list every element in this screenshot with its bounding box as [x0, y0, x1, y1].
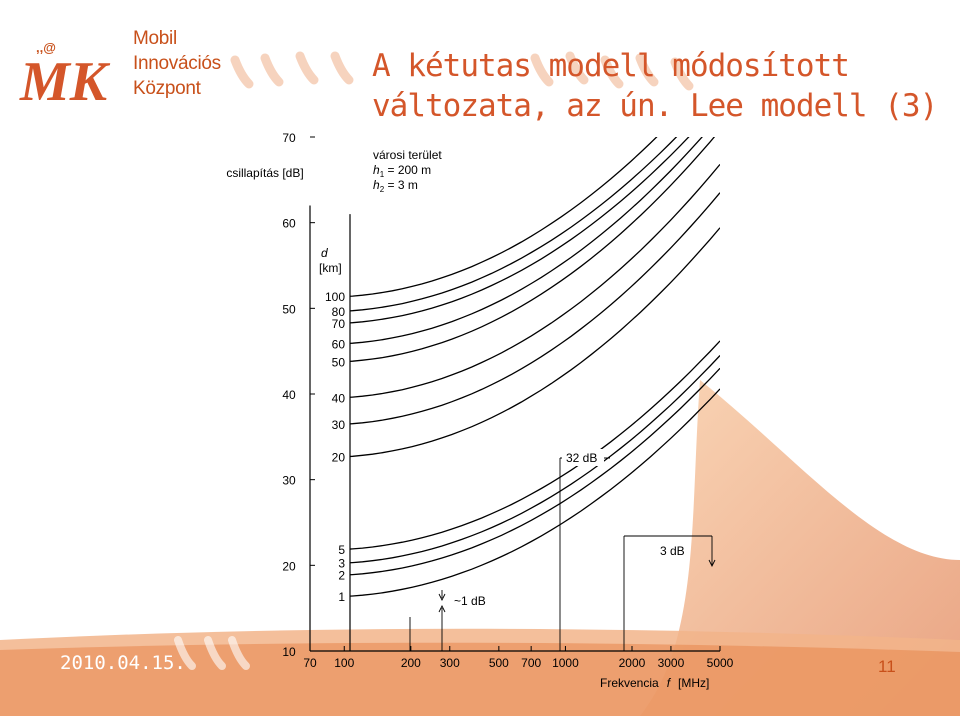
- logo-line-2: Innovációs: [133, 53, 221, 74]
- label-group: csillapítás [dB] Frekvencia f [MHz] városi t…: [226, 148, 709, 690]
- curve-d-1: [350, 388, 720, 597]
- annotation-3db: 3 dB: [660, 544, 685, 558]
- x-tick-label: 3000: [658, 656, 685, 670]
- footer-decoration-marks: [174, 636, 250, 670]
- curve-header-symbol: d: [321, 246, 328, 260]
- curve-d-2: [350, 367, 720, 576]
- annotation-1db: ~1 dB: [454, 594, 486, 608]
- curve-label: 20: [332, 450, 346, 464]
- curve-d-40: [350, 163, 720, 398]
- curve-d-70: [350, 137, 690, 324]
- annotation-bg: [562, 449, 604, 466]
- title-decoration-marks: [230, 51, 694, 91]
- curve-d-20: [350, 227, 720, 458]
- curve-label: 60: [332, 337, 346, 351]
- curve-d-50: [350, 137, 716, 363]
- y-tick-label: 10: [282, 645, 296, 659]
- x-label-symbol: f: [667, 676, 672, 690]
- curve-label: 2: [338, 569, 345, 583]
- curve-d-60: [350, 137, 703, 345]
- x-tick-label: 200: [401, 656, 421, 670]
- y-tick-label: 20: [282, 559, 296, 573]
- logo-line-3: Központ: [133, 78, 201, 99]
- annotation-32db: 32 dB: [566, 451, 597, 465]
- arrow-1db-up: [438, 604, 446, 613]
- params-h1: h1 = 200 m: [373, 163, 431, 179]
- y-tick-label: 50: [282, 302, 296, 316]
- curve-label: 5: [338, 543, 345, 557]
- x-tick-label: 100: [334, 656, 354, 670]
- curve-d-100: [350, 137, 658, 297]
- logo-line-1: Mobil: [133, 28, 177, 49]
- y-axis-label: csillapítás [dB]: [226, 166, 303, 180]
- slide-title-line-2: változata, az ún. Lee modell (3): [372, 88, 938, 124]
- arrow-3db: [708, 559, 716, 568]
- curve-d-5: [350, 340, 720, 550]
- x-tick-label: 1000: [552, 656, 579, 670]
- y-tick-label: 60: [282, 217, 296, 231]
- curve-d-80: [350, 137, 678, 312]
- x-tick-label: 70: [303, 656, 317, 670]
- annotation-group: 32 dB 3 dB ~1 dB: [409, 449, 716, 651]
- x-label-word: Frekvencia: [600, 676, 659, 690]
- x-tick-label: 2000: [619, 656, 646, 670]
- curve-label: 50: [332, 355, 346, 369]
- curve-label: 100: [325, 290, 345, 304]
- curve-d-30: [350, 192, 720, 425]
- params-area: városi terület: [373, 148, 442, 162]
- y-tick-label: 30: [282, 474, 296, 488]
- curve-label: 40: [332, 391, 346, 405]
- x-label-unit: [MHz]: [678, 676, 709, 690]
- y-tick-label: 70: [282, 131, 296, 145]
- curve-d-3: [350, 355, 720, 564]
- y-tick-label: 40: [282, 388, 296, 402]
- curve-header-unit: [km]: [319, 261, 342, 275]
- svg-text:MK: MK: [19, 51, 111, 108]
- curve-label: 80: [332, 305, 346, 319]
- chart-frame: [309, 205, 720, 652]
- curve-label: 30: [332, 418, 346, 432]
- params-h2: h2 = 3 m: [373, 178, 418, 194]
- logo-mark-icon: ,,@ MK: [19, 40, 111, 113]
- curve-label: 70: [332, 317, 346, 331]
- x-tick-label: 700: [521, 656, 541, 670]
- curve-label: 1: [338, 590, 345, 604]
- tick-group: 10 20 30 40 50 60 70 70 100 200 300 500 700 1000 2000 3…: [282, 131, 733, 670]
- x-tick-label: 300: [440, 656, 460, 670]
- svg-text:,,@: ,,@: [36, 40, 56, 55]
- x-tick-label: 5000: [707, 656, 734, 670]
- curve-group: [350, 137, 720, 597]
- footer-date: 2010.04.15.: [60, 652, 186, 674]
- x-tick-label: 500: [489, 656, 509, 670]
- curve-label: 3: [338, 557, 345, 571]
- arrow-1db: [438, 593, 446, 602]
- slide-title-line-1: A kétutas modell módosított: [372, 48, 850, 84]
- logo: ,,@ MK Mobil Innovációs Központ: [18, 28, 228, 118]
- x-axis-label: Frekvencia f [MHz]: [600, 676, 709, 690]
- page-number: 11: [878, 657, 896, 676]
